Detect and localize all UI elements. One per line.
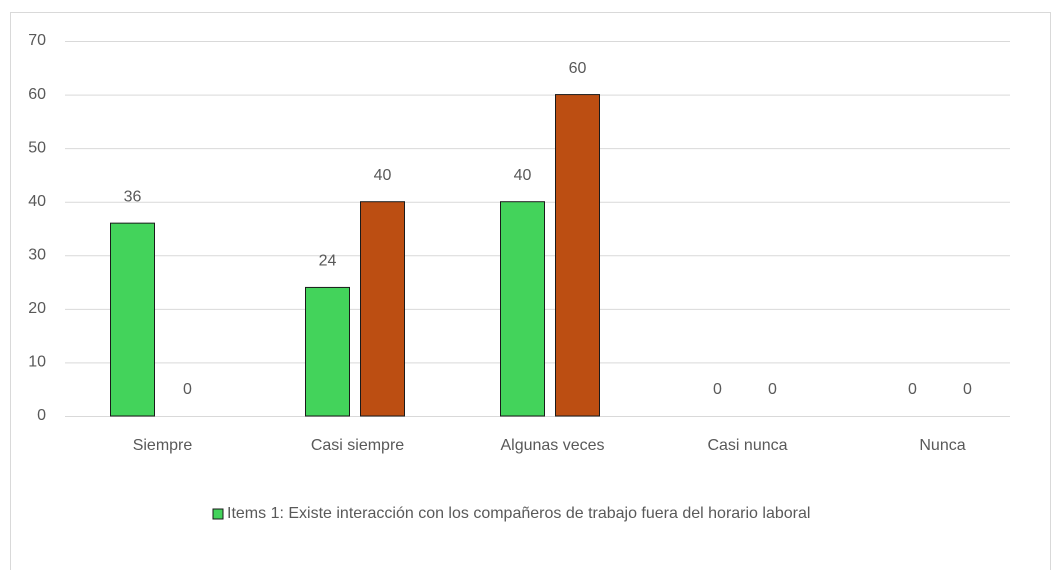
data-label: 24 xyxy=(319,253,337,270)
y-tick-label: 50 xyxy=(28,139,46,156)
data-label: 36 xyxy=(124,188,142,205)
x-tick-label: Siempre xyxy=(133,437,193,454)
bar xyxy=(305,286,350,417)
data-label: 0 xyxy=(713,381,722,398)
data-label: 0 xyxy=(963,381,972,398)
legend-label: Items 1: Existe interacción con los comp… xyxy=(227,505,810,522)
data-label: 60 xyxy=(569,60,587,77)
y-tick-label: 70 xyxy=(28,32,46,49)
x-tick-label: Casi siempre xyxy=(311,437,404,454)
bar xyxy=(110,222,155,417)
data-label: 0 xyxy=(908,381,917,398)
y-tick-label: 0 xyxy=(37,407,46,424)
x-tick-label: Nunca xyxy=(919,437,965,454)
data-label: 40 xyxy=(374,167,392,184)
data-label: 0 xyxy=(768,381,777,398)
y-tick-label: 40 xyxy=(28,193,46,210)
legend-marker xyxy=(212,508,224,520)
y-tick-label: 20 xyxy=(28,300,46,317)
y-tick-label: 60 xyxy=(28,86,46,103)
bar xyxy=(360,201,405,417)
y-tick-label: 10 xyxy=(28,354,46,371)
bar xyxy=(500,201,545,417)
data-label: 0 xyxy=(183,381,192,398)
x-tick-label: Algunas veces xyxy=(500,437,604,454)
bar xyxy=(555,94,600,417)
y-tick-label: 30 xyxy=(28,247,46,264)
data-label: 40 xyxy=(514,167,532,184)
chart-border xyxy=(10,12,1051,570)
x-tick-label: Casi nunca xyxy=(707,437,787,454)
